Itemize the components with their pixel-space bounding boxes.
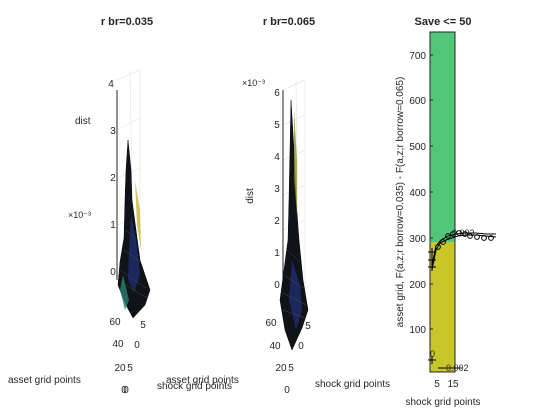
z-axis-label: dist bbox=[75, 116, 91, 127]
y-ticks bbox=[430, 54, 433, 330]
x-axis-label: shock grid points bbox=[405, 397, 480, 408]
z-scale-label: ×10⁻³ bbox=[68, 210, 91, 220]
z-axis-label: dist bbox=[245, 188, 256, 204]
z-tick-label: 6 bbox=[274, 88, 280, 99]
shock-tick-label: 5 bbox=[305, 321, 311, 332]
plus-markers bbox=[428, 248, 462, 369]
asset-tick-label: 40 bbox=[112, 339, 124, 350]
x-tick-label: 5 bbox=[434, 379, 440, 390]
y-axis-label: asset grid, F(a,z;r borrow=0.035) - F(a,… bbox=[395, 77, 406, 328]
y-axis-label: shock grid points bbox=[315, 379, 390, 390]
y-tick-label: 600 bbox=[409, 96, 426, 107]
contour-markers bbox=[431, 230, 497, 271]
shock-tick-label: 5 bbox=[127, 363, 133, 374]
z-tick-label: 0 bbox=[274, 280, 280, 291]
y-tick-label: 400 bbox=[409, 188, 426, 199]
x-tick-label: 15 bbox=[447, 379, 459, 390]
z-tick-label: 3 bbox=[274, 184, 280, 195]
annotation-label: 0 bbox=[430, 349, 435, 359]
heatmap-region-upper bbox=[430, 32, 455, 242]
surface-plot-1: r br=0.035 4 3 2 1 bbox=[8, 16, 232, 396]
y-tick-label: 300 bbox=[409, 234, 426, 245]
z-scale-label: ×10⁻³ bbox=[242, 78, 265, 88]
asset-tick-label: 60 bbox=[109, 317, 121, 328]
asset-tick-label: 20 bbox=[275, 363, 287, 374]
heatmap-frame bbox=[429, 31, 456, 373]
shock-tick-label: 0 bbox=[298, 341, 304, 352]
z-tick-label: 2 bbox=[110, 173, 116, 184]
z-tick-label: 2 bbox=[274, 216, 280, 227]
asset-tick-label: 0 bbox=[121, 385, 127, 396]
z-tick-label: 0 bbox=[110, 267, 116, 278]
heatmap-region-lower bbox=[430, 242, 455, 372]
surface-mesh-2 bbox=[279, 99, 309, 351]
y-tick-label: 100 bbox=[409, 325, 426, 336]
plot-title-2: r br=0.065 bbox=[263, 16, 315, 28]
z-tick-label: 5 bbox=[274, 120, 280, 131]
asset-tick-label: 0 bbox=[284, 385, 290, 396]
asset-tick-label: 20 bbox=[114, 363, 126, 374]
y-axis-label: shock grid points bbox=[157, 381, 232, 392]
x-axis-label: asset grid points bbox=[8, 375, 81, 386]
asset-tick-label: 60 bbox=[265, 318, 277, 329]
asset-tick-label: 40 bbox=[269, 341, 281, 352]
annotation-label: 0.003 bbox=[452, 228, 475, 238]
z-tick-label: 4 bbox=[274, 152, 280, 163]
y-tick-label: 200 bbox=[409, 280, 426, 291]
z-tick-label: 4 bbox=[108, 79, 114, 90]
z-tick-label: 1 bbox=[110, 220, 116, 231]
annotation-label: 0.002 bbox=[446, 363, 469, 373]
z-tick-label: 1 bbox=[274, 248, 280, 259]
y-tick-label: 700 bbox=[409, 51, 426, 62]
heatmap-plot: Save <= 50 700 600 500 400 300 200 100 5… bbox=[395, 16, 497, 408]
y-tick-label: 500 bbox=[409, 142, 426, 153]
plot-title-1: r br=0.035 bbox=[101, 16, 153, 28]
surface-plot-2: r br=0.065 6 5 4 3 2 1 0 bbox=[166, 16, 390, 396]
shock-tick-label: 5 bbox=[288, 363, 294, 374]
shock-tick-label: 5 bbox=[140, 320, 146, 331]
x-axis-label: asset grid points bbox=[166, 375, 239, 386]
plot-title-3: Save <= 50 bbox=[415, 16, 472, 28]
shock-tick-label: 0 bbox=[134, 340, 140, 351]
shock-tick-label: 0 bbox=[123, 385, 129, 396]
z-tick-label: 3 bbox=[110, 126, 116, 137]
surface-mesh-1 bbox=[117, 139, 151, 319]
